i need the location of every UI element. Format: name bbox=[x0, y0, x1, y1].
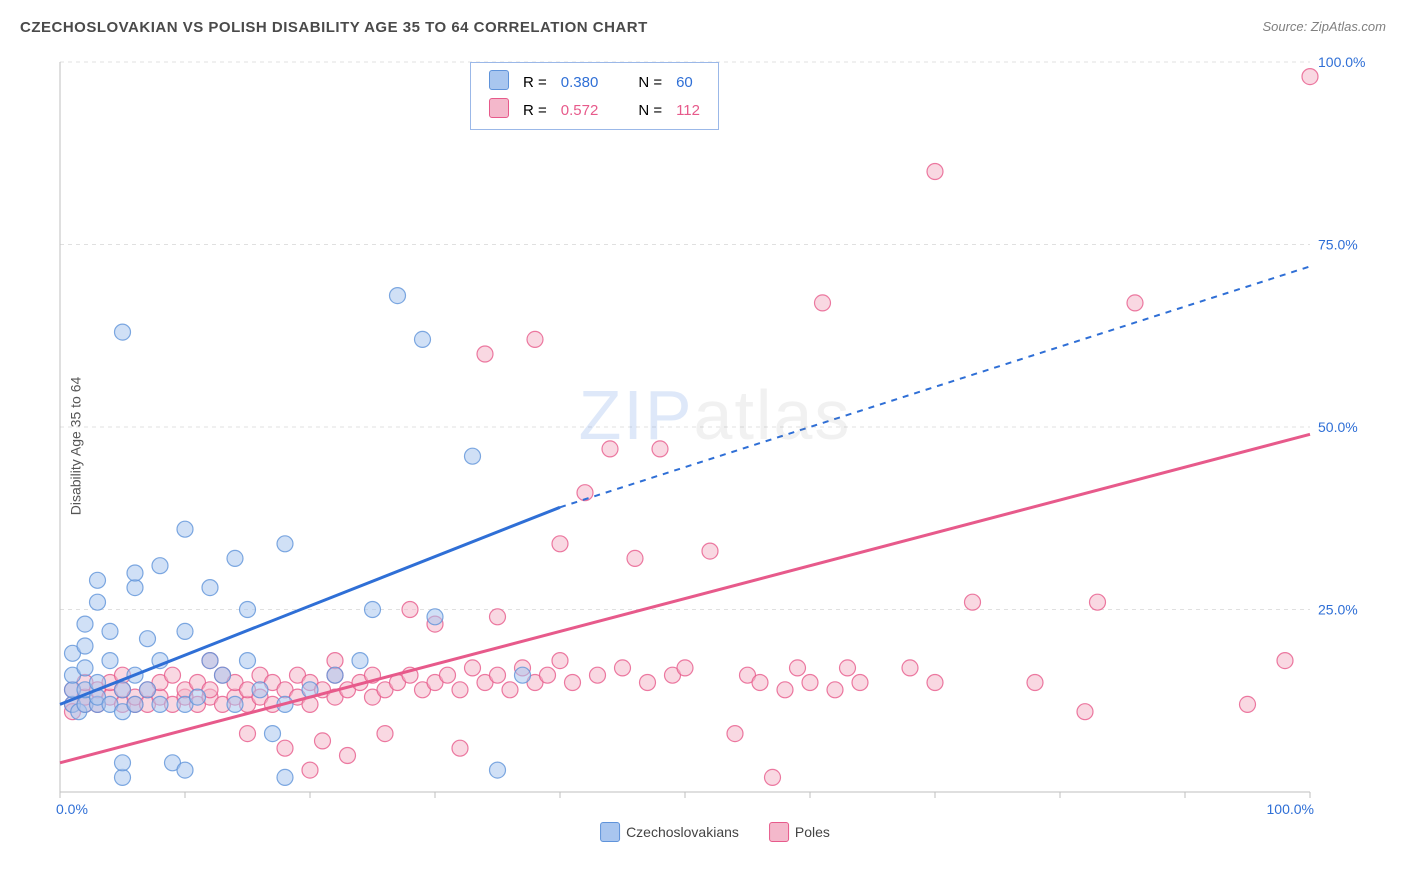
scatter-chart: 25.0% 50.0% 75.0% 100.0% 0.0% 100.0% bbox=[50, 52, 1380, 842]
legend-item-b: Poles bbox=[769, 822, 830, 842]
r-value-b: 0.572 bbox=[555, 97, 605, 123]
svg-text:100.0%: 100.0% bbox=[1267, 801, 1314, 817]
n-value-a: 60 bbox=[670, 69, 706, 95]
svg-text:75.0%: 75.0% bbox=[1318, 237, 1358, 253]
stats-row-a: R = 0.380 N = 60 bbox=[483, 69, 706, 95]
chart-title: CZECHOSLOVAKIAN VS POLISH DISABILITY AGE… bbox=[20, 19, 648, 36]
swatch-a-icon bbox=[600, 822, 620, 842]
stats-legend: R = 0.380 N = 60 R = 0.572 N = 112 bbox=[470, 62, 719, 130]
swatch-b-icon bbox=[489, 98, 509, 118]
legend-item-a: Czechoslovakians bbox=[600, 822, 739, 842]
swatch-a-icon bbox=[489, 70, 509, 90]
n-value-b: 112 bbox=[670, 97, 706, 123]
svg-text:100.0%: 100.0% bbox=[1318, 54, 1365, 70]
r-value-a: 0.380 bbox=[555, 69, 605, 95]
series-legend: Czechoslovakians Poles bbox=[600, 822, 830, 842]
swatch-b-icon bbox=[769, 822, 789, 842]
plot-area: 25.0%50.0%75.0%100.0%0.0%100.0% ZIPatlas… bbox=[50, 52, 1380, 842]
svg-text:50.0%: 50.0% bbox=[1318, 419, 1358, 435]
svg-text:25.0%: 25.0% bbox=[1318, 602, 1358, 618]
stats-row-b: R = 0.572 N = 112 bbox=[483, 97, 706, 123]
source-label: Source: ZipAtlas.com bbox=[1262, 18, 1386, 36]
svg-text:0.0%: 0.0% bbox=[56, 801, 88, 817]
